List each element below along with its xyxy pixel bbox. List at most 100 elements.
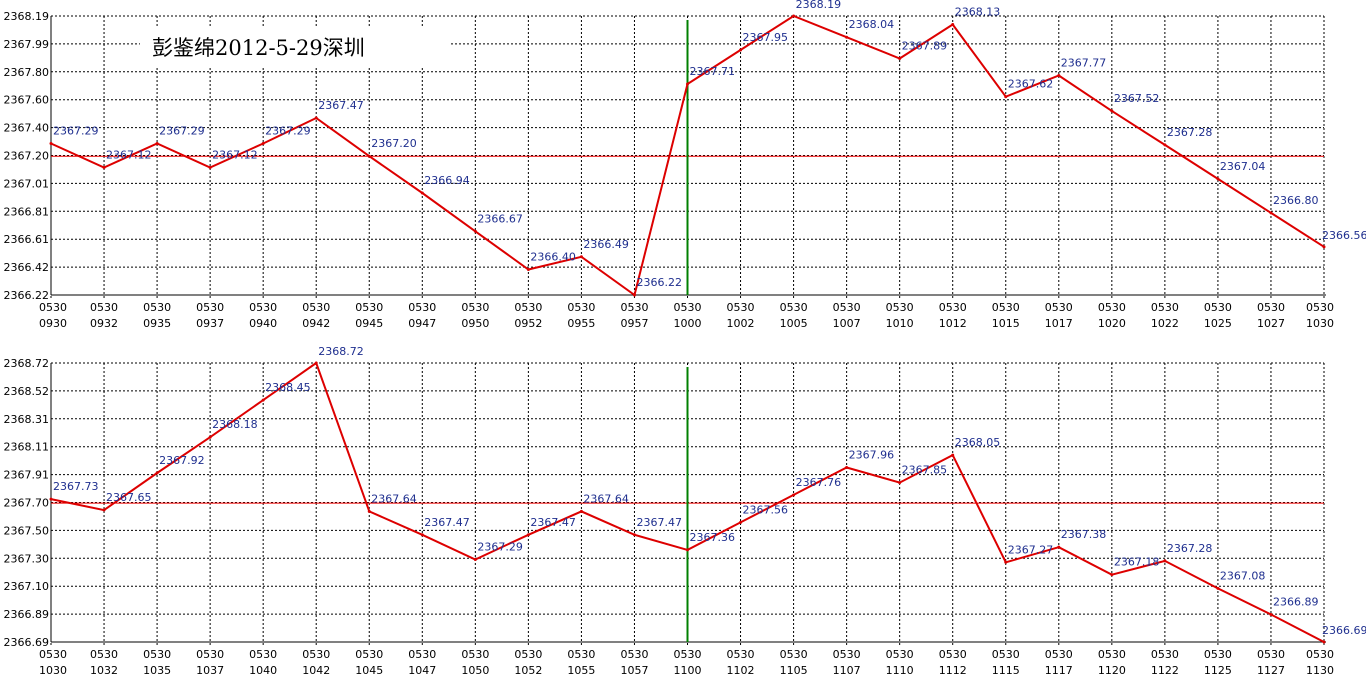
data-label: 2367.18 [1114, 556, 1160, 569]
x-tick-label-date: 0530 [1045, 301, 1073, 314]
data-label: 2367.89 [902, 39, 948, 52]
data-point [1004, 95, 1008, 99]
x-tick-label-date: 0530 [143, 301, 171, 314]
x-tick-label-date: 0530 [939, 301, 967, 314]
data-label: 2367.71 [690, 65, 736, 78]
x-tick-label-date: 0530 [461, 648, 489, 661]
x-tick-label-time: 0932 [90, 317, 118, 330]
data-label: 2367.04 [1220, 160, 1266, 173]
data-label: 2367.08 [1220, 569, 1266, 582]
x-tick-label-time: 1105 [780, 664, 808, 677]
x-tick-label-time: 0935 [143, 317, 171, 330]
data-point [420, 533, 424, 537]
x-tick-label-date: 0530 [1204, 301, 1232, 314]
x-tick-label-date: 0530 [939, 648, 967, 661]
x-tick-label-date: 0530 [620, 301, 648, 314]
x-tick-label-time: 1037 [196, 664, 224, 677]
data-label: 2367.47 [318, 99, 364, 112]
x-tick-label-date: 0530 [1257, 301, 1285, 314]
data-label: 2368.18 [212, 418, 258, 431]
data-point [314, 116, 318, 120]
data-point [1269, 211, 1273, 215]
data-label: 2367.85 [902, 464, 948, 477]
data-label: 2367.20 [371, 137, 417, 150]
x-tick-label-date: 0530 [567, 301, 595, 314]
x-tick-label-time: 1020 [1098, 317, 1126, 330]
x-tick-label-time: 1117 [1045, 664, 1073, 677]
x-tick-label-date: 0530 [90, 301, 118, 314]
x-tick-label-time: 1025 [1204, 317, 1232, 330]
data-label: 2367.64 [371, 492, 417, 505]
x-tick-label-time: 1055 [567, 664, 595, 677]
x-tick-label-time: 1012 [939, 317, 967, 330]
x-tick-label-date: 0530 [1098, 301, 1126, 314]
data-point [1057, 73, 1061, 77]
y-tick-label: 2367.10 [4, 580, 50, 593]
data-point [102, 166, 106, 170]
data-point [473, 229, 477, 233]
x-tick-label-time: 1125 [1204, 664, 1232, 677]
x-tick-label-time: 1122 [1151, 664, 1179, 677]
y-tick-label: 2367.30 [4, 552, 50, 565]
data-label: 2366.22 [636, 276, 682, 289]
data-point [526, 533, 530, 537]
data-label: 2367.28 [1167, 542, 1213, 555]
x-tick-label-date: 0530 [727, 648, 755, 661]
y-tick-label: 2368.19 [4, 10, 50, 23]
y-tick-label: 2368.11 [4, 441, 50, 454]
y-tick-label: 2368.31 [4, 413, 50, 426]
x-tick-label-time: 1042 [302, 664, 330, 677]
x-tick-label-time: 1102 [727, 664, 755, 677]
x-tick-label-date: 0530 [1257, 648, 1285, 661]
data-label: 2368.05 [955, 436, 1001, 449]
data-label: 2367.28 [1167, 126, 1213, 139]
data-label: 2367.29 [477, 541, 523, 554]
data-point [1269, 613, 1273, 617]
x-tick-label-date: 0530 [90, 648, 118, 661]
x-tick-label-date: 0530 [674, 648, 702, 661]
data-label: 2367.36 [690, 531, 736, 544]
data-point [1110, 109, 1114, 113]
data-label: 2367.73 [53, 480, 99, 493]
data-point [1004, 560, 1008, 564]
data-point [951, 22, 955, 26]
x-tick-label-date: 0530 [886, 301, 914, 314]
x-tick-label-time: 1040 [249, 664, 277, 677]
data-label: 2367.29 [53, 124, 99, 137]
x-tick-label-time: 1017 [1045, 317, 1073, 330]
x-tick-label-time: 1115 [992, 664, 1020, 677]
data-label: 2367.56 [743, 503, 789, 516]
x-tick-label-time: 1047 [408, 664, 436, 677]
data-label: 2366.80 [1273, 194, 1319, 207]
data-label: 2367.29 [265, 124, 311, 137]
data-point [1163, 143, 1167, 147]
y-tick-label: 2366.69 [4, 636, 50, 649]
x-tick-label-time: 1030 [39, 664, 67, 677]
data-point [314, 361, 318, 365]
x-tick-label-time: 1032 [90, 664, 118, 677]
x-tick-label-time: 0955 [567, 317, 595, 330]
x-tick-label-time: 0957 [620, 317, 648, 330]
x-tick-label-date: 0530 [567, 648, 595, 661]
data-point [579, 509, 583, 513]
data-point [951, 453, 955, 457]
x-tick-label-time: 1027 [1257, 317, 1285, 330]
data-label: 2367.12 [212, 149, 258, 162]
x-tick-label-time: 0942 [302, 317, 330, 330]
data-label: 2367.92 [159, 454, 205, 467]
x-tick-label-time: 1005 [780, 317, 808, 330]
x-tick-label-date: 0530 [1306, 648, 1334, 661]
data-label: 2367.64 [583, 492, 629, 505]
data-label: 2366.67 [477, 212, 523, 225]
data-point [898, 481, 902, 485]
x-tick-label-date: 0530 [1151, 301, 1179, 314]
x-tick-label-time: 1035 [143, 664, 171, 677]
data-label: 2367.47 [636, 516, 682, 529]
y-tick-label: 2368.52 [4, 385, 50, 398]
x-tick-label-time: 0950 [461, 317, 489, 330]
x-tick-label-date: 0530 [249, 648, 277, 661]
x-tick-label-date: 0530 [1098, 648, 1126, 661]
data-label: 2367.47 [530, 516, 576, 529]
y-tick-label: 2367.70 [4, 497, 50, 510]
